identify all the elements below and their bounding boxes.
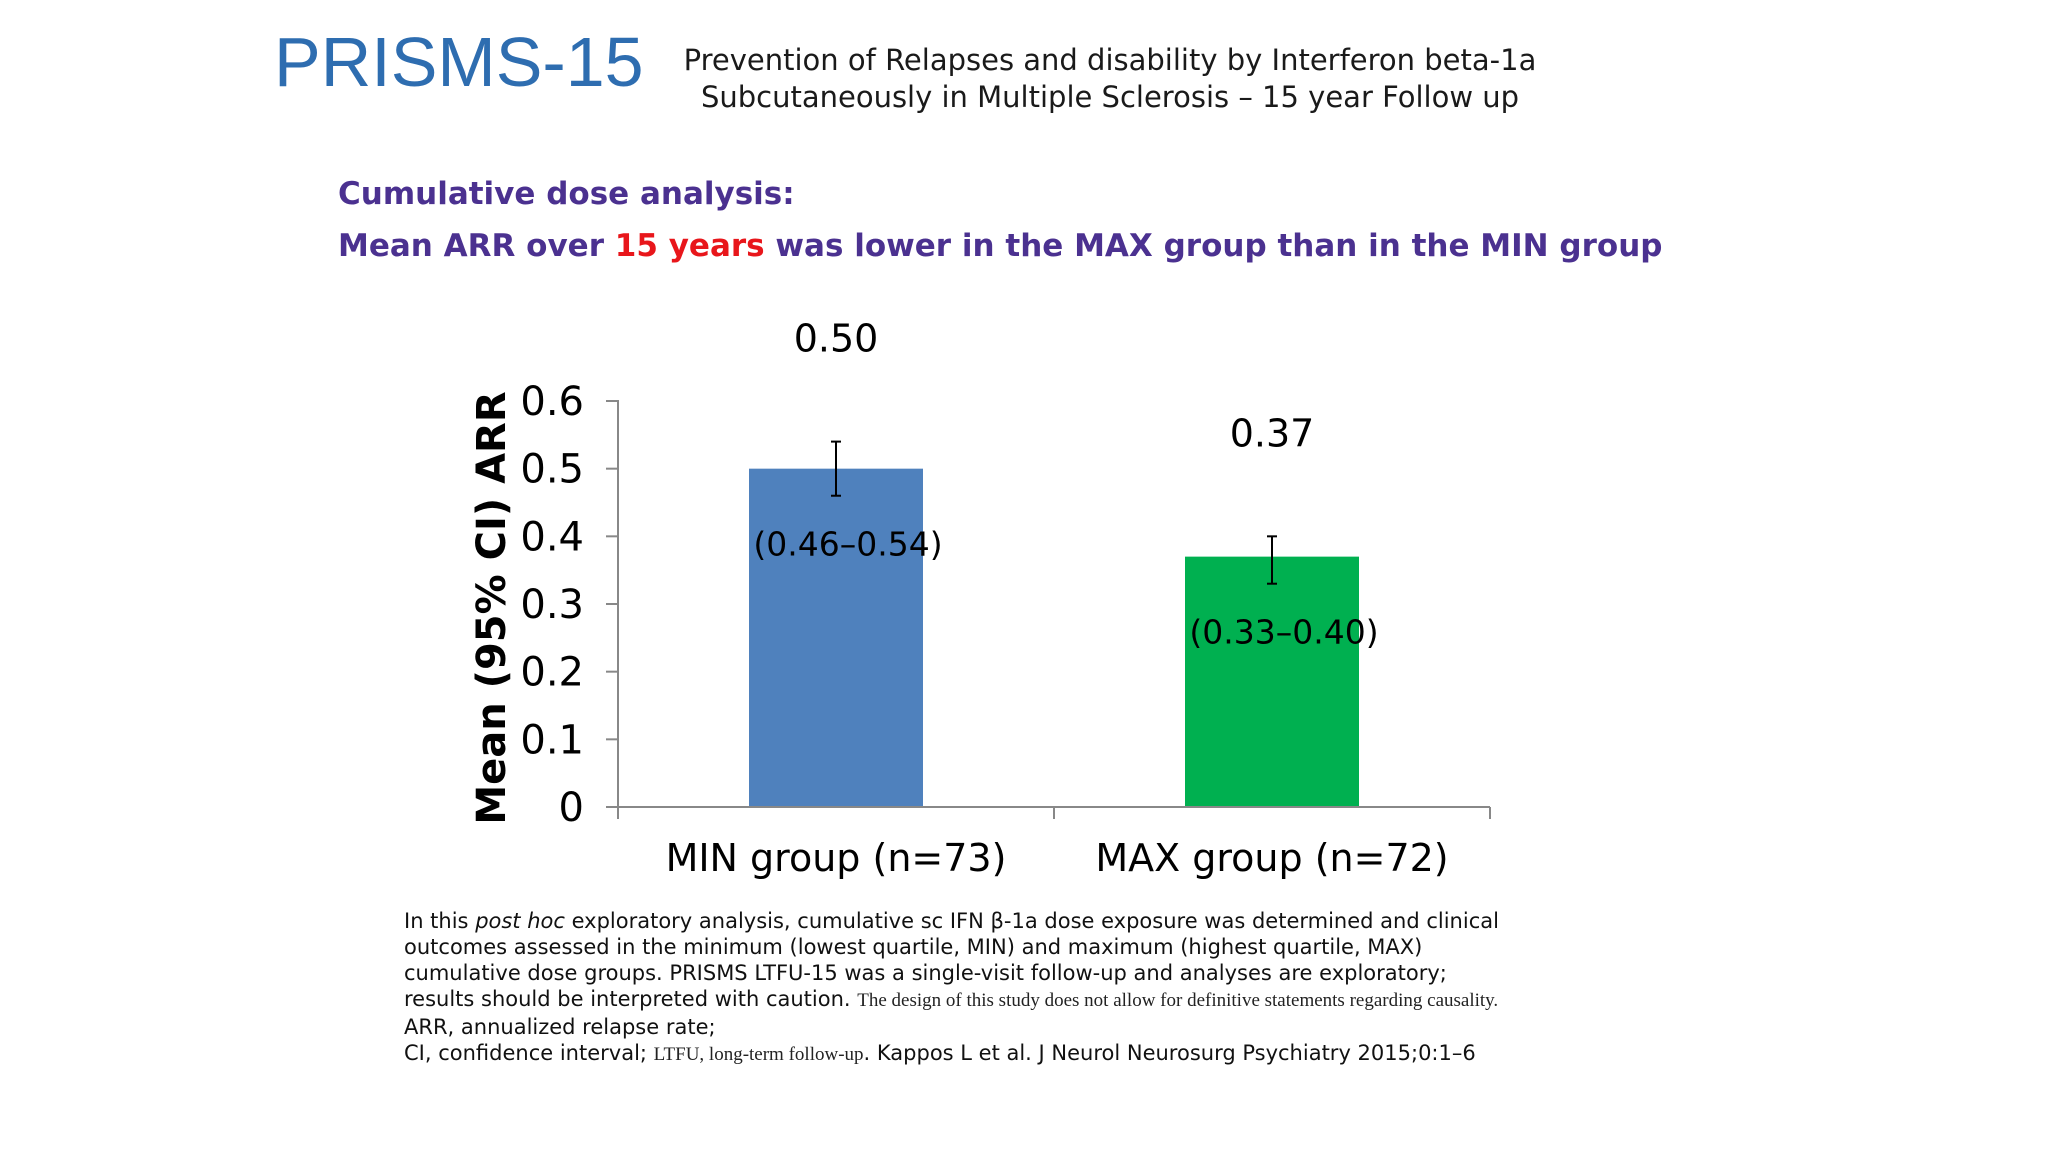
y-tick-label: 0.6 <box>520 379 584 425</box>
key-finding: Mean ARR over 15 years was lower in the … <box>338 228 1662 264</box>
key-finding-pre: Mean ARR over <box>338 228 615 264</box>
y-tick-label: 0 <box>559 785 584 831</box>
footnote-arr-abbrev: ARR, annualized relapse rate; <box>404 1015 716 1039</box>
bar <box>1185 556 1359 807</box>
footnote-ltfu-abbrev: LTFU, long-term follow-up <box>653 1044 864 1065</box>
footnote: In this post hoc exploratory analysis, c… <box>404 908 1514 1068</box>
x-category-label: MAX group (n=72) <box>1095 836 1448 880</box>
bar-value-label: 0.50 <box>794 317 879 361</box>
y-axis-label: Mean (95% CI) ARR <box>469 391 515 824</box>
bar-ci-label: (0.33–0.40) <box>1189 613 1378 652</box>
footnote-disclaimer: The design of this study does not allow … <box>857 990 1499 1011</box>
footnote-methods: In this post hoc exploratory analysis, c… <box>404 908 1514 1014</box>
footnote-italic: post hoc <box>475 909 565 933</box>
page-title: PRISMS-15 <box>274 23 644 101</box>
subtitle-line-2: Subcutaneously in Multiple Sclerosis – 1… <box>700 80 1520 114</box>
footnote-text: exploratory analysis, cumulative sc IFN … <box>404 909 1499 1011</box>
y-tick-label: 0.3 <box>520 582 584 628</box>
y-tick-label: 0.2 <box>520 650 584 696</box>
key-finding-highlight: 15 years <box>614 228 765 264</box>
footnote-ci-abbrev: CI, confidence interval; LTFU, long-term… <box>404 1040 1514 1068</box>
footnote-text: In this <box>404 909 476 933</box>
subtitle-line-1: Prevention of Relapses and disability by… <box>683 43 1537 77</box>
y-tick-label: 0.4 <box>520 514 584 560</box>
footnote-text: CI, confidence interval; <box>404 1041 654 1065</box>
bar-ci-label: (0.46–0.54) <box>753 525 942 564</box>
y-tick-label: 0.5 <box>520 447 584 493</box>
x-category-label: MIN group (n=73) <box>666 836 1007 880</box>
bar <box>749 468 923 807</box>
page-subtitle: Prevention of Relapses and disability by… <box>660 42 1560 116</box>
section-heading: Cumulative dose analysis: <box>338 176 795 212</box>
y-tick-label: 0.1 <box>520 717 584 763</box>
key-finding-post: was lower in the MAX group than in the M… <box>764 228 1663 264</box>
bar-value-label: 0.37 <box>1230 411 1315 455</box>
footnote-reference: . Kappos L et al. J Neurol Neurosurg Psy… <box>863 1041 1476 1065</box>
